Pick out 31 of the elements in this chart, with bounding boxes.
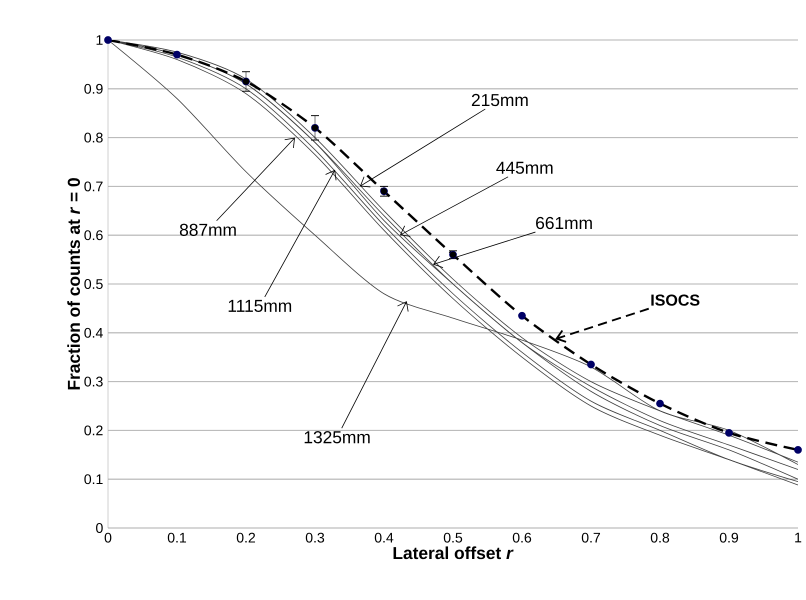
annotation: 661mm xyxy=(536,216,592,230)
y-tick-label: 0.6 xyxy=(84,230,103,240)
annotation: 1325mm xyxy=(304,431,370,444)
x-tick-label: 0 xyxy=(104,532,112,543)
y-tick-label: 0.7 xyxy=(84,181,103,192)
x-tick-label: 0.5 xyxy=(444,532,462,543)
x-tick-label: 0.1 xyxy=(168,532,186,543)
y-tick-label: 1 xyxy=(96,35,103,45)
x-axis-title: Lateral offset r xyxy=(394,546,514,560)
x-tick-label: 0.8 xyxy=(650,532,670,543)
x-tick-label: 0.7 xyxy=(582,532,600,543)
y-tick-label: 0.5 xyxy=(84,279,103,289)
x-tick-label: 0.2 xyxy=(236,532,256,543)
x-tick-label: 0.9 xyxy=(720,532,738,543)
y-tick-label: 0.9 xyxy=(84,84,103,94)
annotation: 1115mm xyxy=(228,300,292,312)
x-tick-label: 0.3 xyxy=(306,532,324,543)
annotation: 887mm xyxy=(180,224,236,236)
y-tick-label: 0.2 xyxy=(84,425,103,436)
y-axis-title: Fraction of counts at r = 0 xyxy=(67,178,80,390)
annotation: ISOCS xyxy=(651,294,700,306)
y-tick-label: 0.1 xyxy=(84,474,103,484)
annotation: 445mm xyxy=(496,162,553,174)
y-tick-label: 0.4 xyxy=(84,328,103,338)
y-tick-label: 0.3 xyxy=(84,376,103,387)
x-tick-label: 0.6 xyxy=(512,532,532,543)
y-tick-label: 0.8 xyxy=(84,132,103,143)
y-tick-label: 0 xyxy=(96,523,103,533)
x-tick-label: 0.4 xyxy=(374,532,394,543)
annotation: 215mm xyxy=(472,94,528,106)
x-tick-label: 1 xyxy=(795,532,802,542)
